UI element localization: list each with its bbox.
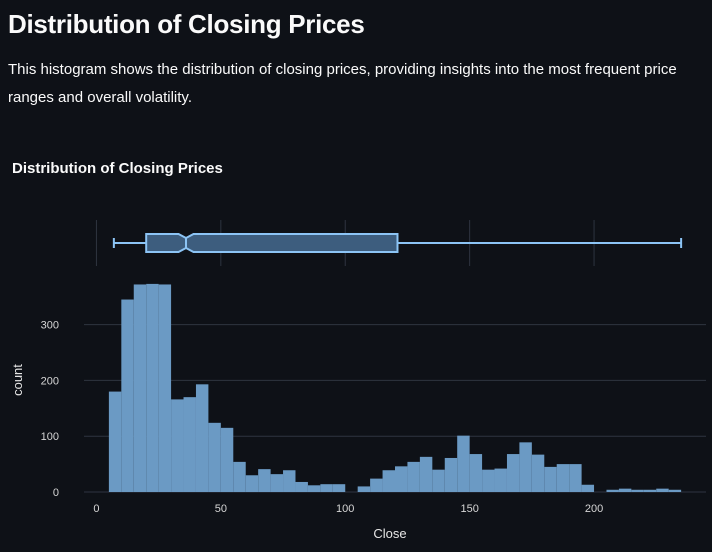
page-description: This histogram shows the distribution of… <box>8 61 677 106</box>
histogram-bar[interactable] <box>121 299 134 492</box>
histogram-bar[interactable] <box>419 456 433 492</box>
histogram-bar[interactable] <box>158 284 172 492</box>
histogram-bar[interactable] <box>233 461 246 492</box>
histogram-bar[interactable] <box>395 466 408 492</box>
chart-svg: Distribution of Closing Prices 0 50 100 150… <box>10 160 706 541</box>
histogram-bar[interactable] <box>668 489 682 492</box>
histogram-bar[interactable] <box>618 488 632 492</box>
histogram-bar[interactable] <box>208 422 221 492</box>
histogram-bar[interactable] <box>506 454 520 492</box>
histogram-bar[interactable] <box>171 399 184 492</box>
x-axis-title: Close <box>373 526 406 541</box>
box-plot[interactable] <box>112 233 683 253</box>
x-axis-ticks: 0 50 100 150 200 <box>93 503 603 515</box>
chart-title: Distribution of Closing Prices <box>12 160 223 177</box>
histogram-bar[interactable] <box>556 464 570 492</box>
histogram-bar[interactable] <box>457 435 470 492</box>
histogram-bar[interactable] <box>332 484 346 492</box>
histogram-bar[interactable] <box>606 489 619 492</box>
histogram-bar[interactable] <box>146 283 159 492</box>
histogram-bar[interactable] <box>108 391 122 492</box>
x-tick-label: 100 <box>336 503 354 515</box>
histogram-bar[interactable] <box>357 486 371 492</box>
x-tick-label: 0 <box>93 503 99 515</box>
histogram-bar[interactable] <box>320 484 333 492</box>
histogram-bar[interactable] <box>195 384 209 492</box>
histogram-bar[interactable] <box>519 442 532 492</box>
x-tick-label: 150 <box>460 503 478 515</box>
histogram-bar[interactable] <box>444 457 458 492</box>
histogram-bar[interactable] <box>245 475 259 492</box>
histogram-bar[interactable] <box>544 466 557 492</box>
histogram-bar[interactable] <box>569 464 582 492</box>
histogram-bar[interactable] <box>283 470 296 492</box>
histogram-bar[interactable] <box>494 468 507 492</box>
histogram-bar[interactable] <box>258 469 271 492</box>
histogram-bar[interactable] <box>407 461 420 492</box>
histogram-bar[interactable] <box>482 469 495 492</box>
page-title: Distribution of Closing Prices <box>8 9 365 39</box>
histogram-bar[interactable] <box>295 481 308 492</box>
histogram-bar[interactable] <box>382 470 395 492</box>
x-tick-label: 200 <box>585 503 603 515</box>
histogram-bar[interactable] <box>307 485 321 492</box>
histogram-bar[interactable] <box>469 454 483 492</box>
histogram-bar[interactable] <box>643 489 657 492</box>
y-axis-ticks: 0 100 200 300 <box>41 320 59 499</box>
histogram-bar[interactable] <box>270 474 284 492</box>
y-axis-title: count <box>10 364 25 396</box>
histogram-bar[interactable] <box>432 469 445 492</box>
x-tick-label: 50 <box>215 503 227 515</box>
histogram-bar[interactable] <box>370 478 383 492</box>
histogram-bar[interactable] <box>531 454 545 492</box>
y-tick-label: 300 <box>41 320 59 332</box>
histogram-bar[interactable] <box>133 284 147 492</box>
histogram-bar[interactable] <box>631 489 644 492</box>
histogram-bar[interactable] <box>183 397 196 492</box>
box-body <box>145 233 399 253</box>
histogram-bars[interactable] <box>108 283 682 492</box>
y-tick-label: 200 <box>41 375 59 387</box>
histogram-bar[interactable] <box>656 488 669 492</box>
histogram-bar[interactable] <box>220 427 234 492</box>
y-tick-label: 0 <box>53 487 59 499</box>
histogram-chart[interactable]: Distribution of Closing Prices 0 50 100 150… <box>0 150 712 552</box>
y-tick-label: 100 <box>41 431 59 443</box>
histogram-bar[interactable] <box>581 484 595 492</box>
